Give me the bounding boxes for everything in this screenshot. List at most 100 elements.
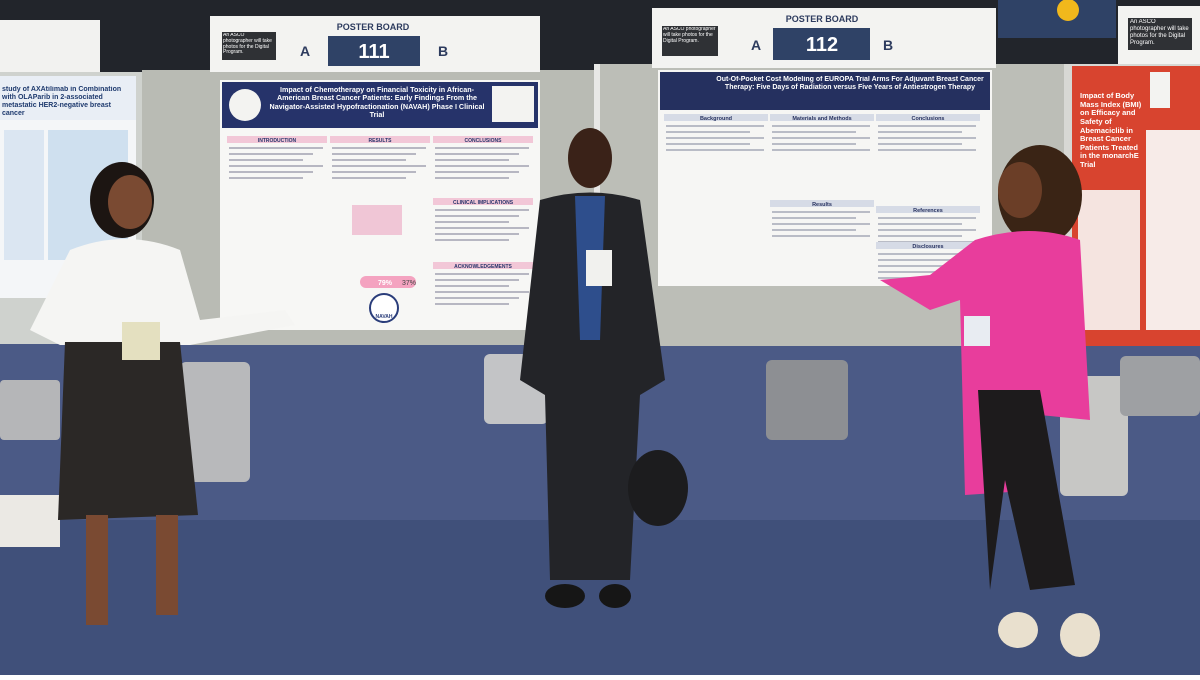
chair [180,362,250,482]
sign-letter: B [438,43,448,59]
text-line [332,171,416,173]
legs [156,515,178,615]
chair [0,380,60,440]
text-line [229,153,313,155]
text-line [435,273,529,275]
text-line [332,147,426,149]
text-line [435,285,509,287]
section-heading: Conclusions [911,116,944,122]
pants [978,390,1075,590]
text-line [666,125,764,127]
text-line [332,177,406,179]
person-right [880,145,1100,657]
section-heading: RESULTS [369,138,393,144]
poster-title: Impact of Chemotherapy on Financial Toxi… [270,86,485,118]
shirt [30,239,295,345]
text-line [878,137,976,139]
text-line [435,153,519,155]
box [0,495,60,547]
shoe [545,584,585,608]
text-line [666,131,750,133]
text-line [772,149,870,151]
section-bar [770,114,874,121]
poster-title-text: study of AXAtilimab in Combination with … [2,86,122,118]
text-line [772,229,856,231]
chair [1120,356,1200,416]
text-line [772,137,870,139]
text-line [332,153,416,155]
section-bar [227,136,327,143]
arrow-icon [1057,0,1079,21]
qr-code [1150,72,1170,108]
number-box [328,36,420,66]
notice-text: An ASCO photographer will take photos fo… [1130,19,1189,46]
chair [766,360,848,440]
text-line [332,165,426,167]
chairs [0,354,1200,496]
text-line [435,233,519,235]
text-line [878,125,976,127]
text-line [435,221,509,223]
text-line [772,143,856,145]
text-line [772,131,856,133]
section-bar [664,114,768,121]
text-line [772,223,870,225]
shoe [998,612,1038,648]
sign-heading: POSTER BOARD [337,22,410,32]
section-heading: CLINICAL IMPLICATIONS [453,200,514,206]
notice: An ASCO photographer will take photos fo… [663,27,716,43]
section-bar [876,242,980,249]
poster-title: study of AXAtilimab in Combination with … [2,86,122,118]
skirt [58,342,198,520]
text-line [435,297,519,299]
sign [0,20,100,72]
section-heading: References [913,208,943,214]
text-line [772,211,870,213]
notice: An ASCO photographer will take photos fo… [223,33,272,56]
sign-letter: A [300,43,310,59]
section-heading: Background [700,116,732,122]
poster-stat-box [360,276,416,288]
section-bar [876,114,980,121]
poster-column [4,130,44,260]
notice-box [662,26,718,56]
text-line [878,253,976,255]
sign-heading: POSTER BOARD [786,14,859,24]
text-line [878,271,962,273]
section-bar [433,198,533,205]
text-line [435,165,529,167]
shoe [1060,613,1100,657]
text-line [666,149,764,151]
poster-stat: 37% [402,280,416,287]
notice-text: An ASCO photographer will take photos fo… [223,33,272,56]
text-line [229,177,303,179]
poster-sections: INTRODUCTION RESULTS CONCLUSIONS CLINICAL I… [227,136,533,305]
badge [964,316,990,346]
poster-column [1146,130,1200,330]
text-line [435,171,519,173]
legs [86,515,108,625]
text-line [435,303,509,305]
text-line [772,217,856,219]
text-line [229,171,313,173]
notice-box [1128,18,1192,50]
text-line [878,223,962,225]
section-heading: INTRODUCTION [258,138,297,144]
section-bar [433,262,533,269]
section-heading: CONCLUSIONS [465,138,503,144]
text-line [435,159,509,161]
section-bar [330,136,430,143]
backpack [628,450,688,526]
text-line [435,209,529,211]
text-line [666,137,764,139]
person-left [30,162,295,625]
text-line [878,217,976,219]
text-line [772,235,870,237]
section-heading: Results [812,202,832,208]
text-line [229,165,323,167]
poster-title-text: Impact of Body Mass Index (BMI) on Effic… [1080,92,1142,169]
sign-letter: B [883,37,893,53]
poster-logo [492,86,534,122]
section-heading: Materials and Methods [792,116,851,122]
